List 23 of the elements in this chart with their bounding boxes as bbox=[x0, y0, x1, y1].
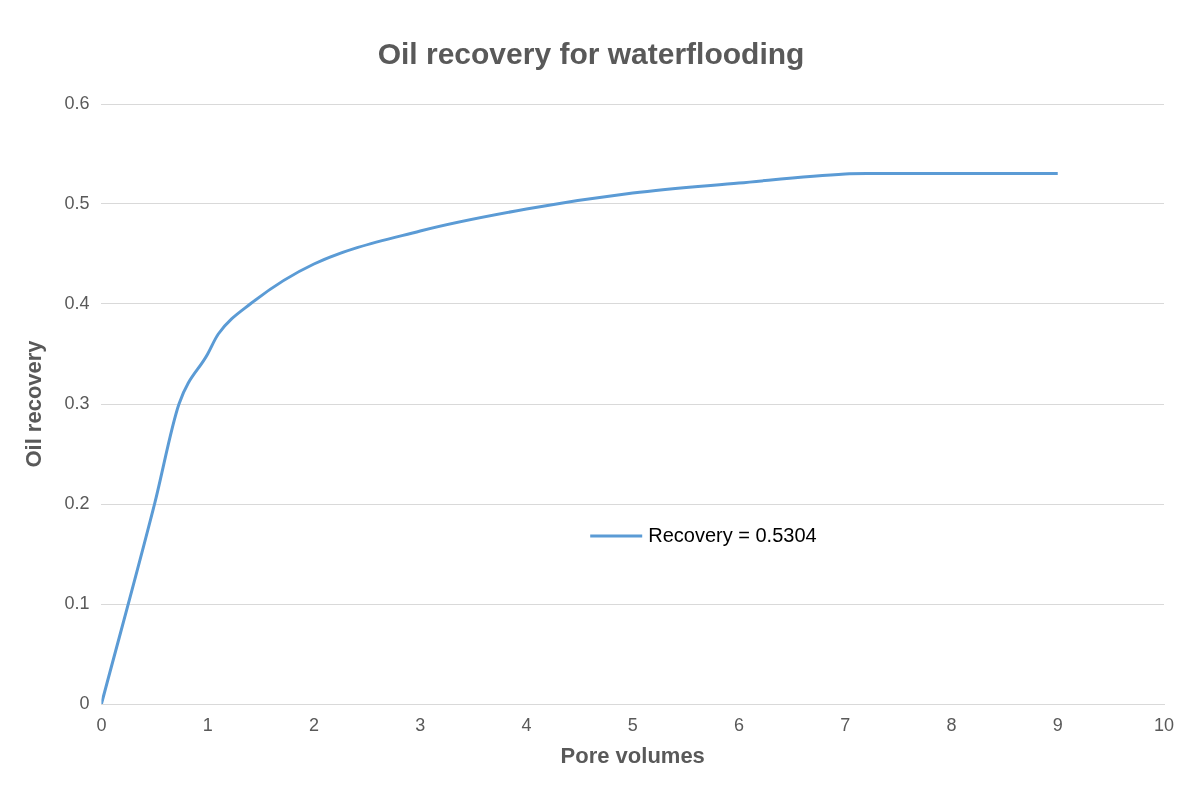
y-tick-label: 0.6 bbox=[64, 92, 90, 113]
chart-title: Oil recovery for waterflooding bbox=[377, 37, 805, 71]
x-tick-label: 1 bbox=[202, 714, 213, 735]
y-tick-label: 0.5 bbox=[64, 192, 90, 213]
y-tick-label: 0 bbox=[79, 692, 90, 713]
legend-label: Recovery = 0.5304 bbox=[648, 523, 817, 546]
x-tick-label: 6 bbox=[733, 714, 744, 735]
line-series bbox=[101, 172, 1060, 704]
x-tick-label: 10 bbox=[1153, 714, 1175, 735]
x-tick-label: 9 bbox=[1052, 714, 1063, 735]
x-tick-label: 8 bbox=[946, 714, 957, 735]
x-axis-title: Pore volumes bbox=[560, 742, 705, 768]
x-tick-label: 3 bbox=[415, 714, 426, 735]
y-tick-label: 0.4 bbox=[64, 292, 90, 313]
y-tick-label: 0.1 bbox=[64, 592, 90, 613]
y-tick-label: 0.2 bbox=[64, 492, 90, 513]
y-axis-title: Oil recovery bbox=[21, 339, 47, 468]
x-tick-label: 5 bbox=[627, 714, 638, 735]
x-tick-label: 2 bbox=[308, 714, 319, 735]
x-tick-label: 7 bbox=[840, 714, 851, 735]
y-tick-label: 0.3 bbox=[64, 392, 90, 413]
x-tick-label: 0 bbox=[96, 714, 107, 735]
x-tick-label: 4 bbox=[521, 714, 532, 735]
